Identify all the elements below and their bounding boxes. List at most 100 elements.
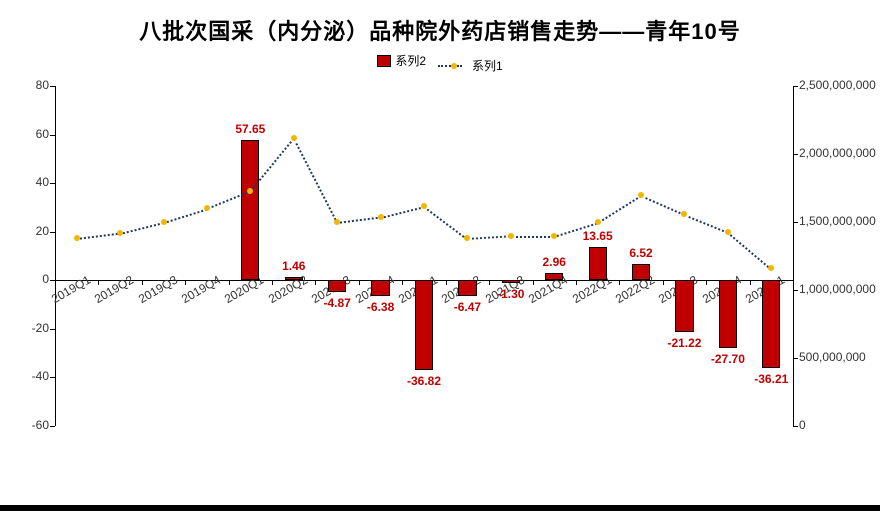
legend-marker	[451, 63, 457, 69]
line-segment	[641, 195, 685, 216]
left-tick-label: 20	[9, 224, 49, 238]
line-marker	[378, 214, 384, 220]
left-tick	[50, 426, 55, 427]
bar-value-label: 57.65	[235, 122, 265, 136]
bar	[328, 280, 346, 292]
line-marker	[464, 235, 470, 241]
bar-value-label: 2.96	[543, 255, 566, 269]
bar	[762, 280, 780, 368]
bar-value-label: -6.38	[367, 300, 394, 314]
right-tick-label: 1,500,000,000	[799, 214, 876, 228]
line-segment	[337, 217, 381, 224]
x-tick	[98, 280, 99, 285]
x-tick	[229, 280, 230, 285]
plot-area: -60-40-200204060800500,000,0001,000,000,…	[55, 86, 793, 426]
x-tick	[576, 280, 577, 285]
line-segment	[684, 214, 728, 234]
right-tick	[793, 426, 798, 427]
legend-swatch-bar	[377, 55, 391, 67]
bar-value-label: -1.30	[497, 287, 524, 301]
line-marker	[291, 135, 297, 141]
line-marker	[74, 235, 80, 241]
line-marker	[421, 203, 427, 209]
right-tick-label: 2,500,000,000	[799, 78, 876, 92]
chart-container: 八批次国采（内分泌）品种院外药店销售走势——青年10号 系列2系列1 -60-4…	[0, 0, 880, 511]
right-tick-label: 500,000,000	[799, 350, 866, 364]
x-tick-label: 2019Q3	[136, 273, 180, 306]
bar	[545, 273, 563, 280]
line-segment	[423, 206, 468, 240]
bar-value-label: 13.65	[583, 229, 613, 243]
bar-value-label: -27.70	[711, 352, 745, 366]
bar	[589, 247, 607, 280]
line-marker	[595, 219, 601, 225]
line-marker	[681, 211, 687, 217]
bar-value-label: -4.87	[323, 296, 350, 310]
line-segment	[727, 232, 772, 270]
x-tick	[446, 280, 447, 285]
x-tick-label: 2019Q2	[92, 273, 136, 306]
bar	[458, 280, 476, 296]
left-tick-label: 60	[9, 127, 49, 141]
x-tick	[142, 280, 143, 285]
line-marker	[638, 192, 644, 198]
bar-value-label: -21.22	[667, 336, 701, 350]
bar	[285, 277, 303, 281]
right-axis-line	[793, 86, 794, 426]
x-tick	[706, 280, 707, 285]
bar-value-label: 6.52	[629, 246, 652, 260]
chart-title: 八批次国采（内分泌）品种院外药店销售走势——青年10号	[0, 0, 880, 46]
x-tick	[533, 280, 534, 285]
left-tick-label: 80	[9, 78, 49, 92]
line-marker	[551, 233, 557, 239]
line-segment	[293, 138, 338, 223]
legend: 系列2 系列1	[0, 52, 880, 74]
x-tick	[793, 280, 794, 285]
line-segment	[380, 206, 424, 219]
line-marker	[768, 265, 774, 271]
legend-item: 系列1	[438, 57, 503, 74]
left-tick-label: -60	[9, 418, 49, 432]
bar	[632, 264, 650, 280]
bar	[675, 280, 693, 332]
bar-value-label: -36.82	[407, 374, 441, 388]
bar-value-label: -36.21	[754, 372, 788, 386]
right-tick-label: 2,000,000,000	[799, 146, 876, 160]
line-segment	[163, 208, 207, 224]
line-marker	[725, 229, 731, 235]
bar	[415, 280, 433, 369]
line-marker	[161, 219, 167, 225]
x-tick	[402, 280, 403, 285]
bar-value-label: 1.46	[282, 259, 305, 273]
left-axis-line	[55, 86, 56, 426]
legend-item: 系列2	[377, 52, 426, 69]
line-marker	[334, 219, 340, 225]
legend-swatch-line	[438, 65, 462, 67]
x-tick	[489, 280, 490, 285]
left-tick-label: -40	[9, 369, 49, 383]
line-marker	[117, 230, 123, 236]
x-tick	[272, 280, 273, 285]
line-segment	[511, 236, 554, 238]
legend-label: 系列2	[395, 52, 426, 69]
right-tick-label: 1,000,000,000	[799, 282, 876, 296]
line-marker	[247, 188, 253, 194]
line-segment	[77, 233, 121, 240]
line-segment	[120, 222, 164, 235]
x-tick	[750, 280, 751, 285]
left-tick-label: 40	[9, 175, 49, 189]
x-tick	[185, 280, 186, 285]
bar	[502, 280, 520, 283]
legend-label: 系列1	[472, 57, 503, 74]
x-tick	[619, 280, 620, 285]
bar	[371, 280, 389, 295]
left-tick-label: -20	[9, 321, 49, 335]
bottom-accent	[0, 505, 880, 511]
bar	[719, 280, 737, 347]
line-marker	[204, 205, 210, 211]
x-tick	[359, 280, 360, 285]
x-tick	[663, 280, 664, 285]
x-tick-label: 2019Q4	[179, 273, 223, 306]
line-segment	[467, 236, 511, 241]
right-tick-label: 0	[799, 418, 806, 432]
